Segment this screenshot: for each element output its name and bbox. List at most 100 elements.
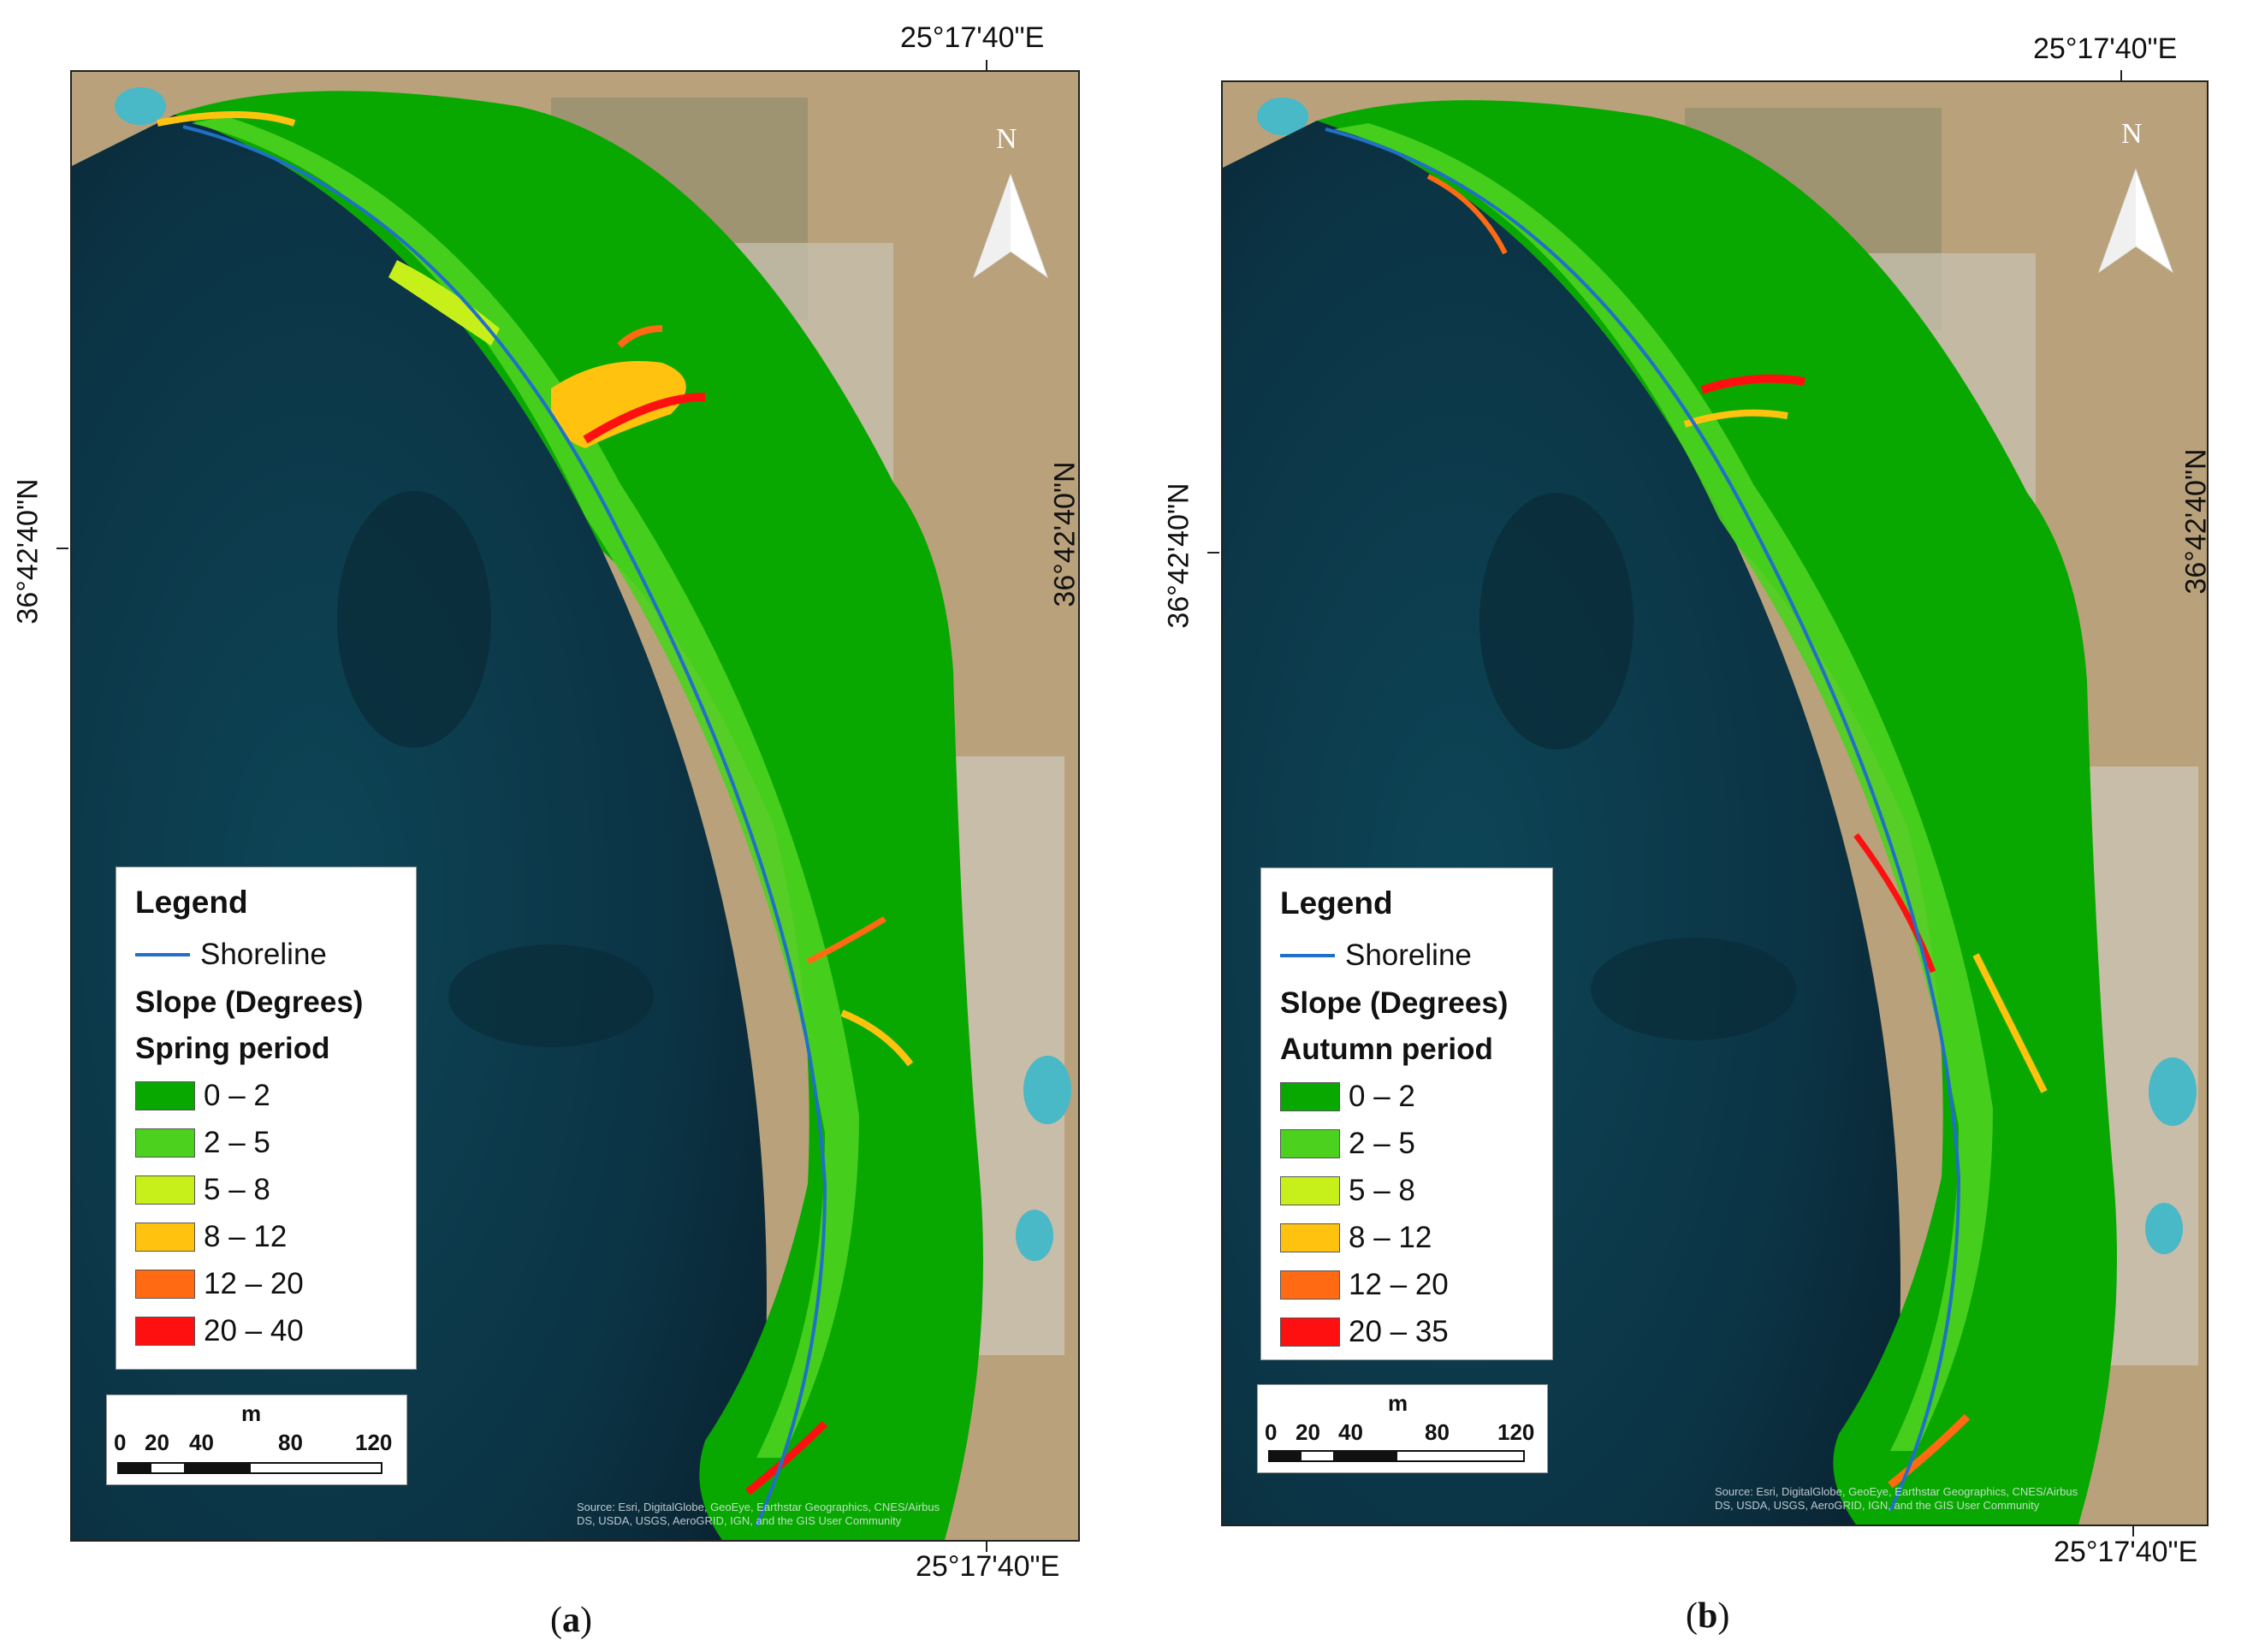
legend-swatch — [1280, 1128, 1340, 1158]
shoreline-swatch — [135, 953, 190, 956]
panel-caption-a: (a) — [550, 1601, 592, 1640]
legend-period-heading: Autumn period — [1280, 1033, 1493, 1066]
pool — [1257, 98, 1308, 135]
pool — [1023, 1056, 1071, 1124]
slope-class-12-20 — [806, 915, 886, 965]
legend-class-label: 5 – 8 — [1349, 1173, 1415, 1207]
north-arrow-icon — [2098, 168, 2173, 274]
slope-class-8-12 — [840, 1010, 914, 1067]
scale-bar-a: m 0 20 40 80 120 — [106, 1394, 407, 1485]
map-frame-b[interactable]: N Legend Shoreline Slope (Degrees) Autum… — [1221, 80, 2209, 1526]
legend-class-label: 2 – 5 — [1349, 1126, 1415, 1160]
credit-line: Source: Esri, DigitalGlobe, GeoEye, Eart… — [1715, 1485, 2078, 1498]
slope-class-8-12 — [1683, 409, 1788, 428]
north-arrow: N — [972, 123, 1049, 279]
top-longitude-tick — [2120, 70, 2122, 82]
legend-swatch — [1280, 1081, 1340, 1111]
top-longitude-tick — [986, 60, 987, 72]
legend-class-label: 5 – 8 — [204, 1172, 270, 1206]
right-latitude-label: 36°42'40"N — [1048, 461, 1082, 607]
legend-shoreline-entry: Shoreline — [135, 938, 397, 972]
legend-swatch — [1280, 1270, 1340, 1300]
legend-class-label: 2 – 5 — [204, 1125, 270, 1159]
legend-class-label: 12 – 20 — [204, 1266, 304, 1300]
slope-class-12-20 — [1426, 174, 1508, 255]
shoreline-label: Shoreline — [200, 938, 327, 971]
legend-class-item: 0 – 2 — [1280, 1079, 1533, 1114]
legend-swatch — [135, 1175, 195, 1205]
scale-bar-graphic — [117, 1462, 382, 1474]
pool — [2149, 1057, 2197, 1126]
scale-bar-b: m 0 20 40 80 120 — [1257, 1384, 1548, 1473]
slope-class-8-12 — [551, 361, 686, 448]
legend-class-item: 12 – 20 — [1280, 1267, 1533, 1302]
bottom-longitude-tick — [2132, 1525, 2134, 1537]
legend-swatch — [135, 1316, 195, 1346]
slope-raster — [175, 91, 983, 1540]
legend-swatch — [1280, 1175, 1340, 1205]
legend-class-item: 5 – 8 — [1280, 1173, 1533, 1208]
legend-title: Legend — [1280, 885, 1393, 921]
shoreline-swatch — [1280, 954, 1335, 957]
panel-caption-b: (b) — [1686, 1596, 1730, 1636]
scale-tick-label: 20 — [1296, 1419, 1320, 1445]
slope-class-5-8 — [388, 260, 500, 346]
legend-shoreline-entry: Shoreline — [1280, 939, 1533, 973]
scale-tick-label: 80 — [278, 1430, 303, 1455]
legend-class-label: 0 – 2 — [1349, 1079, 1415, 1113]
scale-tick-label: 40 — [1338, 1419, 1363, 1445]
top-longitude-label: 25°17'40"E — [900, 21, 1045, 54]
shoreline — [182, 125, 827, 1527]
right-latitude-label: 36°42'40"N — [2179, 448, 2213, 595]
slope-class-2-5 — [1334, 123, 1993, 1451]
slope-class-8-12 — [1972, 953, 2048, 1093]
bottom-longitude-label: 25°17'40"E — [916, 1550, 1060, 1583]
shoreline — [1325, 127, 1961, 1512]
slope-class-12-20 — [617, 325, 663, 348]
legend-class-item: 12 – 20 — [135, 1266, 397, 1301]
slope-raster — [1317, 100, 2117, 1525]
legend-swatch — [135, 1081, 195, 1110]
slope-class-12-20 — [1888, 1413, 1971, 1489]
scale-tick-label: 40 — [189, 1430, 214, 1455]
legend-class-label: 20 – 40 — [204, 1313, 304, 1347]
legend-class-label: 0 – 2 — [204, 1078, 270, 1112]
left-latitude-tick — [1207, 552, 1219, 554]
shoreline-label: Shoreline — [1345, 939, 1472, 972]
legend-class-item: 0 – 2 — [135, 1078, 397, 1113]
legend-class-label: 12 – 20 — [1349, 1267, 1449, 1301]
seagrass-patch — [337, 491, 491, 748]
legend-class-item: 2 – 5 — [135, 1125, 397, 1160]
bottom-longitude-label: 25°17'40"E — [2054, 1536, 2198, 1568]
legend-class-item: 5 – 8 — [135, 1172, 397, 1207]
legend-class-item: 8 – 12 — [135, 1219, 397, 1254]
legend-slope-heading: Slope (Degrees) — [1280, 986, 1509, 1020]
slope-class-2-5 — [192, 116, 859, 1458]
legend-swatch — [135, 1222, 195, 1252]
legend-class-item: 20 – 40 — [135, 1313, 397, 1348]
north-arrow-icon — [973, 173, 1048, 279]
slope-class-20-35 — [1700, 374, 1805, 394]
credit-line: DS, USDA, USGS, AeroGRID, IGN, and the G… — [1715, 1499, 2040, 1512]
legend-period-heading: Spring period — [135, 1032, 330, 1065]
map-credits: Source: Esri, DigitalGlobe, GeoEye, Eart… — [1715, 1485, 2078, 1513]
pool — [2145, 1203, 2183, 1254]
scale-unit: m — [1388, 1390, 1408, 1416]
slope-class-20-40 — [745, 1420, 828, 1495]
north-label: N — [2121, 118, 2143, 150]
legend-a: Legend Shoreline Slope (Degrees) Spring … — [116, 867, 417, 1370]
scale-tick-label: 0 — [1265, 1419, 1278, 1445]
map-frame-a[interactable]: N Legend Shoreline Slope (Degrees) Sprin… — [70, 70, 1080, 1542]
scale-tick-label: 80 — [1425, 1419, 1450, 1445]
seagrass-patch — [1591, 938, 1796, 1040]
credit-line: DS, USDA, USGS, AeroGRID, IGN, and the G… — [577, 1514, 902, 1527]
scale-tick-label: 120 — [355, 1430, 393, 1455]
top-longitude-label: 25°17'40"E — [2033, 33, 2178, 65]
legend-class-label: 8 – 12 — [1349, 1220, 1432, 1254]
credit-line: Source: Esri, DigitalGlobe, GeoEye, Eart… — [577, 1501, 940, 1513]
legend-class-item: 20 – 35 — [1280, 1314, 1533, 1349]
seagrass-patch — [448, 944, 654, 1047]
legend-class-label: 8 – 12 — [204, 1219, 288, 1253]
legend-swatch — [135, 1269, 195, 1299]
seagrass-patch — [1479, 493, 1634, 749]
